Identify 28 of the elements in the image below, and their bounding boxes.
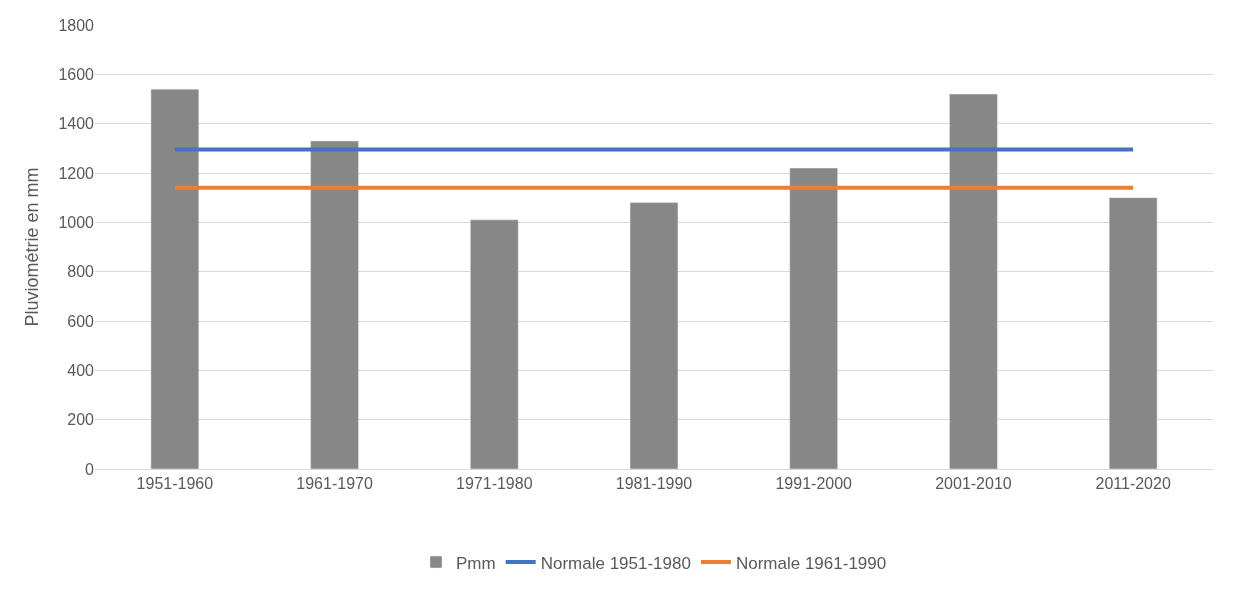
y-axis-title: Pluviométrie en mm [21,167,42,327]
y-tick-label: 800 [67,263,95,281]
bar [789,167,838,469]
legend-label: Normale 1951-1980 [540,553,691,573]
y-tick-label: 1600 [58,65,95,83]
bar [310,140,359,469]
x-tick-label: 1981-1990 [615,475,693,493]
x-tick-label: 2001-2010 [935,475,1012,493]
legend-label: Pmm [456,553,496,573]
bar [150,88,200,469]
legend-label: Normale 1961-1990 [735,553,887,573]
x-tick-label: 1971-1980 [456,475,533,493]
x-tick-label: 1991-2000 [775,475,853,493]
bar [629,202,679,469]
y-tick-label: 0 [85,460,95,478]
y-tick-label: 1400 [58,115,95,133]
bar [1108,197,1158,469]
y-tick-label: 200 [67,411,95,429]
x-tick-label: 1961-1970 [296,475,373,493]
bar [949,93,998,469]
bar [470,219,519,469]
y-tick-label: 400 [67,361,95,379]
y-tick-label: 600 [67,312,95,330]
x-tick-label: 2011-2020 [1095,475,1171,493]
y-tick-label: 1800 [58,16,95,34]
y-tick-label: 1200 [58,164,95,182]
y-tick-label: 1000 [58,213,95,231]
x-tick-label: 1951-1960 [136,475,214,493]
